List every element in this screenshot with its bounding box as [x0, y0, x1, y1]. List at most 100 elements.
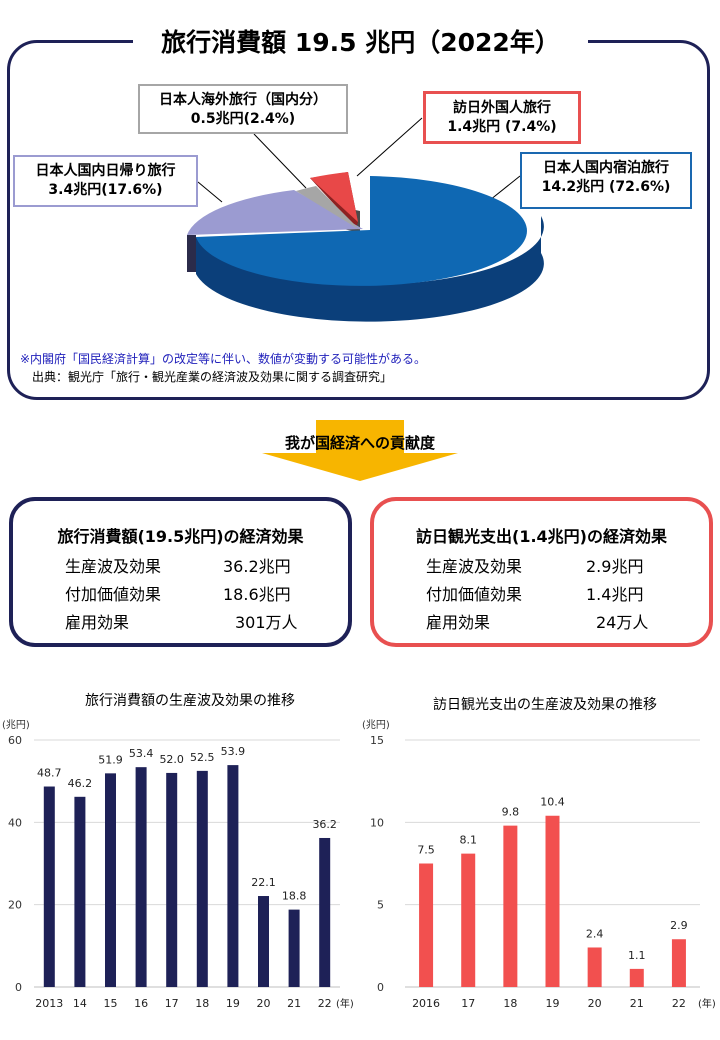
bar	[319, 837, 331, 987]
y-tick-label: 60	[8, 734, 22, 747]
inbound-effect-value: 1.4兆円	[586, 585, 644, 604]
pie-label-outbound: 日本人海外旅行（国内分） 0.5兆円(2.4%)	[138, 84, 348, 134]
bar	[43, 786, 55, 987]
y-tick-label: 40	[8, 816, 22, 829]
bar	[74, 796, 86, 987]
x-axis-unit: (年)	[336, 997, 354, 1010]
bar	[258, 896, 269, 987]
x-tick-label: 21	[287, 997, 301, 1010]
pie-label-daytrip: 日本人国内日帰り旅行 3.4兆円(17.6%)	[13, 155, 198, 207]
x-tick-label: 15	[104, 997, 118, 1010]
bar-value-label: 1.1	[628, 949, 646, 962]
x-tick-label: 18	[503, 997, 517, 1010]
bar	[461, 853, 476, 987]
x-tick-label: 2016	[412, 997, 440, 1010]
inbound-effect-label: 付加価値効果	[426, 585, 523, 604]
bar-value-label: 18.8	[282, 890, 307, 903]
inbound-effect-label: 生産波及効果	[426, 557, 523, 576]
bar-value-label: 9.8	[502, 806, 520, 819]
revision-note: ※内閣府「国民経済計算」の改定等に伴い、数値が変動する可能性がある。	[20, 352, 427, 366]
y-tick-label: 0	[15, 981, 22, 994]
x-tick-label: 18	[195, 997, 209, 1010]
y-axis-unit: (兆円)	[2, 719, 30, 731]
y-axis-unit: (兆円)	[362, 719, 390, 731]
pie-label-daytrip-value: 3.4兆円(17.6%)	[48, 182, 163, 198]
bar-value-label: 36.2	[312, 818, 337, 831]
x-tick-label: 14	[73, 997, 87, 1010]
bar	[105, 773, 116, 987]
bar	[629, 968, 644, 987]
bar-value-label: 2.9	[670, 919, 688, 932]
contribution-label: 我が国経済への貢献度	[284, 434, 435, 452]
bar-chart-total: 0 20 40 60 (兆円) 48.7 2013 46.2 14 51.9 15 53.4 16 52.…	[2, 719, 354, 1010]
bar	[227, 765, 239, 987]
total-effect-label: 付加価値効果	[65, 585, 162, 604]
x-tick-label: 21	[630, 997, 644, 1010]
bar-value-label: 22.1	[251, 876, 276, 889]
pie-label-overnight-value: 14.2兆円 (72.6%)	[541, 179, 671, 195]
leader-line-daytrip	[197, 181, 223, 203]
x-tick-label: 2013	[35, 997, 63, 1010]
total-effects-panel: 旅行消費額(19.5兆円)の経済効果 生産波及効果 36.2兆円 付加価値効果 …	[9, 497, 352, 647]
y-tick-label: 20	[8, 899, 22, 912]
bar-value-label: 53.4	[129, 747, 154, 760]
pie-chart	[187, 117, 544, 322]
inbound-effect-value: 2.9兆円	[586, 557, 644, 576]
leader-line-inbound	[356, 117, 423, 177]
bar-value-label: 2.4	[586, 927, 604, 940]
pie-label-outbound-value: 0.5兆円(2.4%)	[190, 111, 296, 127]
x-tick-label: 17	[461, 997, 475, 1010]
pie-label-inbound: 訪日外国人旅行 1.4兆円 (7.4%)	[423, 91, 581, 144]
pie-slice-daytrip	[187, 190, 363, 235]
x-tick-label: 17	[165, 997, 179, 1010]
pie-label-outbound-name: 日本人海外旅行（国内分）	[159, 92, 327, 108]
bar-value-label: 52.5	[190, 751, 215, 764]
x-tick-label: 20	[588, 997, 602, 1010]
x-tick-label: 19	[226, 997, 240, 1010]
bar	[419, 863, 434, 987]
pie-label-overnight-name: 日本人国内宿泊旅行	[543, 160, 669, 176]
inbound-effects-panel: 訪日観光支出(1.4兆円)の経済効果 生産波及効果 2.9兆円 付加価値効果 1…	[370, 497, 713, 647]
leader-line-overnight	[489, 175, 521, 201]
bar	[503, 825, 518, 987]
bar	[587, 947, 602, 987]
x-tick-label: 22	[318, 997, 332, 1010]
bar-value-label: 7.5	[417, 844, 435, 857]
bar-value-label: 8.1	[459, 834, 477, 847]
y-tick-label: 5	[377, 899, 384, 912]
leader-line-outbound	[253, 133, 307, 189]
x-axis-unit: (年)	[698, 997, 716, 1010]
pie-slice-overnight	[196, 176, 527, 286]
pie-label-overnight: 日本人国内宿泊旅行 14.2兆円 (72.6%)	[520, 152, 692, 209]
bar	[196, 770, 208, 987]
total-effect-label: 生産波及効果	[65, 557, 162, 576]
page-title: 旅行消費額 19.5 兆円（2022年）	[133, 22, 588, 64]
bar-value-label: 46.2	[68, 777, 93, 790]
bar	[545, 815, 560, 987]
bar-value-label: 48.7	[37, 767, 62, 780]
x-tick-label: 19	[546, 997, 560, 1010]
bar-value-label: 52.0	[159, 753, 184, 766]
y-tick-label: 15	[370, 734, 384, 747]
x-tick-label: 20	[257, 997, 271, 1010]
bar-value-label: 53.9	[221, 745, 246, 758]
total-effect-label: 雇用効果	[65, 613, 130, 632]
total-effects-title: 旅行消費額(19.5兆円)の経済効果	[57, 527, 304, 546]
source-note: 出典：観光庁「旅行・観光産業の経済波及効果に関する調査研究」	[32, 370, 393, 384]
total-effect-value: 18.6兆円	[223, 585, 291, 604]
x-tick-label: 16	[134, 997, 148, 1010]
y-tick-label: 0	[377, 981, 384, 994]
pie-label-daytrip-name: 日本人国内日帰り旅行	[35, 163, 176, 179]
total-effect-value: 36.2兆円	[223, 557, 291, 576]
chart-title-inbound: 訪日観光支出の生産波及効果の推移	[433, 697, 657, 713]
inbound-effect-value: 24万人	[596, 613, 649, 632]
pie-slice-inbound	[310, 172, 358, 222]
bar-chart-inbound: 0 5 10 15 (兆円) 7.5 2016 8.1 17 9.8 18 10.4 19 2.4 20 1.…	[362, 719, 716, 1010]
bar	[288, 909, 300, 987]
pie-slice-overnight-side	[196, 216, 544, 322]
x-tick-label: 22	[672, 997, 686, 1010]
inbound-effects-title: 訪日観光支出(1.4兆円)の経済効果	[416, 527, 667, 546]
down-arrow-icon	[262, 420, 458, 481]
pie-slice-daytrip-side	[187, 235, 196, 272]
bar	[166, 772, 178, 987]
